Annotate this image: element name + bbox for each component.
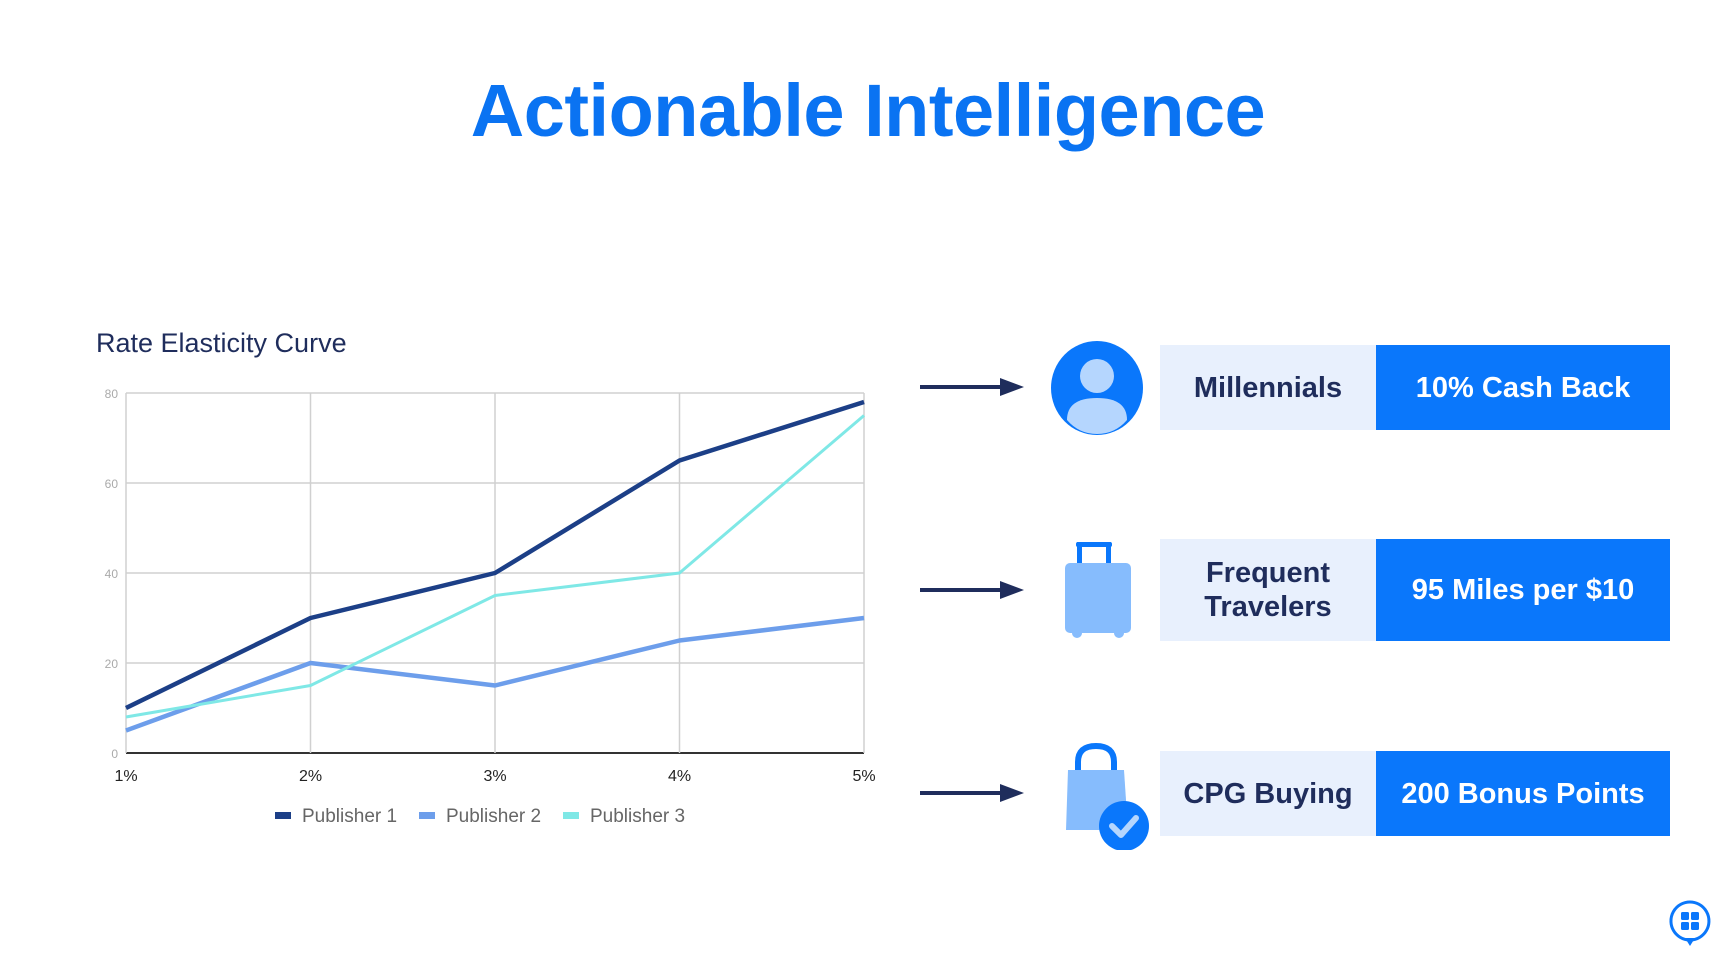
- segment-label: CPG Buying: [1160, 751, 1376, 836]
- legend-swatch: [419, 812, 435, 819]
- page-title: Actionable Intelligence: [470, 69, 1266, 152]
- y-tick-label: 60: [105, 477, 119, 491]
- chart-title: Rate Elasticity Curve: [96, 328, 347, 358]
- legend-swatch: [563, 812, 579, 819]
- chat-bubble-grid-logo: [1669, 900, 1711, 946]
- y-tick-label: 0: [111, 747, 118, 761]
- x-tick-label: 2%: [299, 768, 322, 785]
- person-icon: [1051, 341, 1143, 435]
- x-tick-label: 3%: [483, 768, 506, 785]
- y-tick-label: 40: [105, 567, 119, 581]
- legend-label: Publisher 3: [590, 806, 685, 827]
- x-tick-label: 5%: [852, 768, 875, 785]
- arrow-icon: [920, 378, 1024, 396]
- line-chart: 0 20 40 60 80 1% 2% 3% 4% 5% Publisher 1 Publisher …: [105, 387, 876, 827]
- offer-label: 200 Bonus Points: [1376, 751, 1670, 836]
- legend-label: Publisher 2: [446, 806, 541, 827]
- legend-label: Publisher 1: [302, 806, 397, 827]
- suitcase-icon: [1065, 542, 1131, 638]
- segment-label: Frequent Travelers: [1160, 539, 1376, 641]
- offer-label: 10% Cash Back: [1376, 345, 1670, 430]
- segment-label: Millennials: [1160, 345, 1376, 430]
- arrow-icon: [920, 581, 1024, 599]
- legend-swatch: [275, 812, 291, 819]
- x-tick-label: 1%: [114, 768, 137, 785]
- shopping-bag-check-icon: [1066, 742, 1149, 850]
- offer-label: 95 Miles per $10: [1376, 539, 1670, 641]
- arrow-icon: [920, 784, 1024, 802]
- y-tick-label: 80: [105, 387, 119, 401]
- x-tick-label: 4%: [668, 768, 691, 785]
- y-tick-label: 20: [105, 657, 119, 671]
